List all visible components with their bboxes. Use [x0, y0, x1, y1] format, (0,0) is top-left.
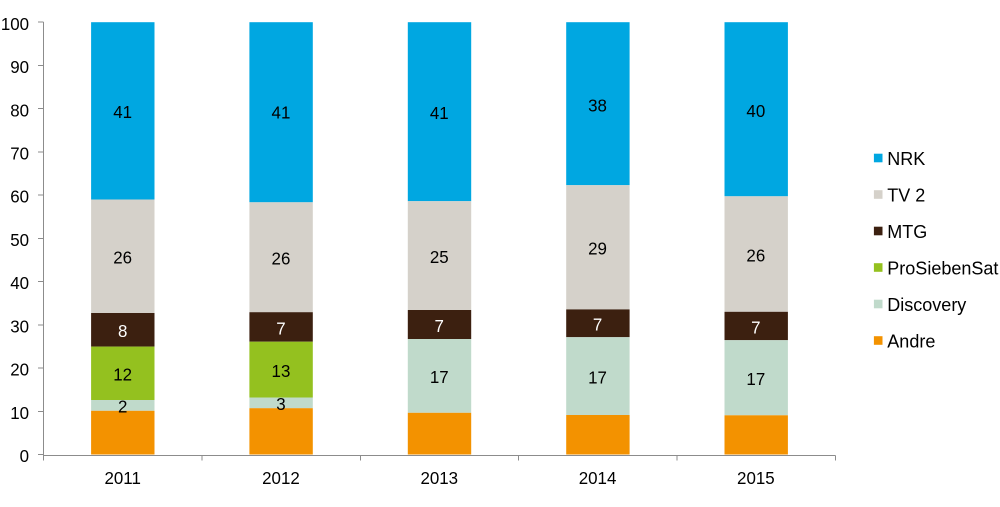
svg-text:20: 20 [10, 359, 29, 380]
svg-text:25: 25 [430, 246, 449, 267]
svg-text:7: 7 [435, 315, 444, 336]
svg-text:7: 7 [593, 314, 602, 335]
svg-text:2012: 2012 [262, 468, 300, 489]
svg-text:26: 26 [113, 247, 132, 268]
svg-text:8: 8 [118, 321, 127, 342]
svg-text:2011: 2011 [104, 468, 140, 489]
svg-text:90: 90 [10, 57, 29, 78]
svg-text:12: 12 [113, 364, 132, 385]
svg-text:38: 38 [588, 95, 607, 116]
svg-text:40: 40 [746, 101, 765, 122]
svg-text:17: 17 [588, 367, 607, 388]
svg-text:MTG: MTG [887, 222, 927, 242]
svg-text:3: 3 [276, 394, 285, 415]
svg-text:10: 10 [10, 402, 29, 423]
svg-text:17: 17 [746, 369, 765, 390]
svg-text:50: 50 [10, 230, 29, 251]
svg-text:Discovery: Discovery [887, 295, 966, 315]
svg-text:7: 7 [276, 318, 285, 339]
svg-text:100: 100 [1, 13, 29, 34]
svg-text:2014: 2014 [579, 468, 617, 489]
svg-text:7: 7 [751, 317, 760, 338]
svg-text:41: 41 [430, 103, 449, 124]
svg-text:13: 13 [272, 360, 291, 381]
svg-text:29: 29 [588, 238, 607, 259]
svg-text:2: 2 [118, 396, 127, 417]
svg-text:2013: 2013 [420, 468, 458, 489]
svg-text:70: 70 [10, 143, 29, 164]
svg-text:26: 26 [272, 248, 291, 269]
svg-text:80: 80 [10, 100, 29, 121]
svg-text:0: 0 [20, 446, 30, 467]
svg-text:NRK: NRK [887, 149, 925, 169]
svg-text:ProSiebenSat: ProSiebenSat [887, 259, 998, 279]
svg-text:2015: 2015 [737, 468, 775, 489]
svg-text:41: 41 [272, 102, 291, 123]
svg-text:26: 26 [746, 245, 765, 266]
svg-text:17: 17 [430, 367, 449, 388]
svg-text:40: 40 [10, 273, 29, 294]
svg-text:60: 60 [10, 186, 29, 207]
svg-text:Andre: Andre [887, 332, 935, 352]
svg-text:41: 41 [113, 102, 132, 123]
svg-text:30: 30 [10, 316, 29, 337]
svg-text:TV 2: TV 2 [887, 186, 925, 206]
